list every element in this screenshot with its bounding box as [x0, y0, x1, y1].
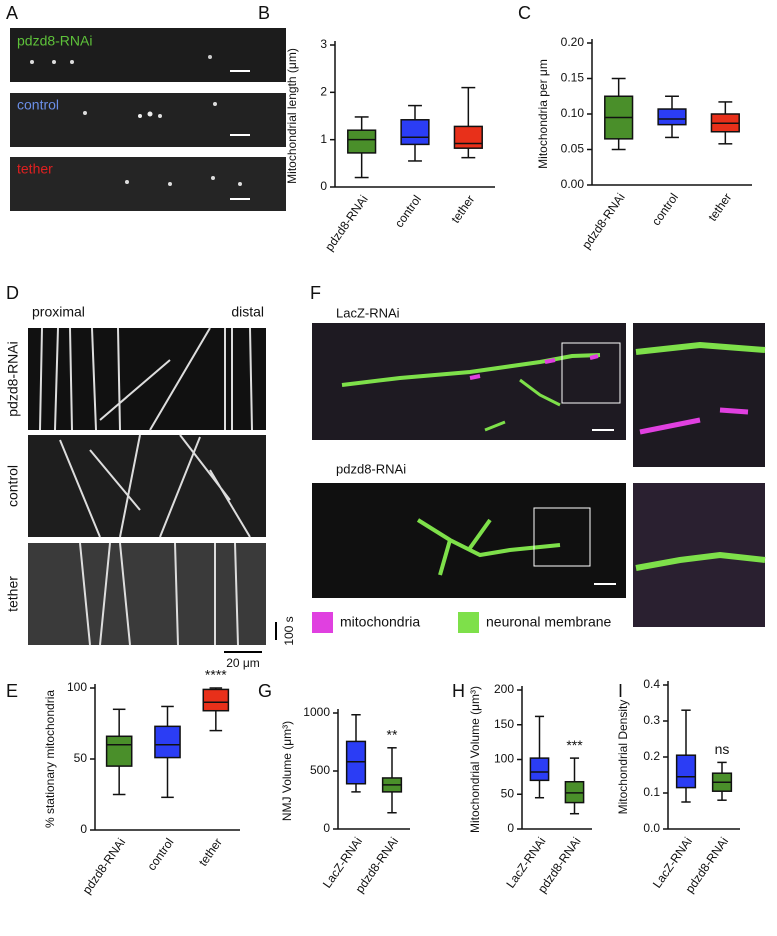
y-tick-label: 0.1: [643, 785, 660, 799]
significance: ****: [205, 667, 227, 683]
scale-label: 20 μm: [226, 656, 260, 670]
y-tick-label: 0: [323, 821, 330, 835]
significance: ns: [715, 741, 730, 757]
y-axis-label: NMJ Volume (μm³): [280, 721, 294, 821]
legend-label: mitochondria: [340, 614, 420, 630]
y-tick-label: 0.4: [643, 677, 660, 691]
y-tick-label: 150: [494, 717, 514, 731]
row-label: tether: [5, 576, 21, 612]
axis-note: proximal: [32, 304, 85, 320]
image-label: pdzd8-RNAi: [336, 461, 406, 476]
y-axis-label: % stationary mitochondria: [43, 690, 57, 828]
y-tick-label: 0: [507, 821, 514, 835]
image-label: pdzd8-RNAi: [17, 33, 92, 49]
x-tick-label: tether: [196, 836, 225, 869]
panel-letter: F: [310, 283, 321, 303]
image-label: control: [17, 97, 59, 113]
y-tick-label: 0.00: [561, 177, 585, 191]
x-tick-label: pdzd8-RNAi: [80, 836, 129, 897]
legend-label: neuronal membrane: [486, 614, 612, 630]
micrograph: [312, 483, 626, 598]
box: [154, 725, 181, 759]
row-label: pdzd8-RNAi: [5, 341, 21, 416]
y-tick-label: 50: [501, 786, 515, 800]
panel-letter: D: [6, 283, 19, 303]
y-axis-label: Mitochondrial Volume (μm³): [468, 686, 482, 833]
y-axis-label: Mitochondria per μm: [536, 59, 550, 169]
box: [529, 757, 550, 782]
y-tick-label: 0.15: [561, 71, 585, 85]
panel-letter: A: [6, 3, 18, 23]
box: [202, 688, 230, 712]
y-tick-label: 0.05: [561, 142, 585, 156]
x-tick-label: pdzd8-RNAi: [322, 193, 371, 254]
x-tick-label: tether: [448, 193, 477, 226]
legend-swatch: [458, 612, 479, 633]
panel-letter: C: [518, 3, 531, 23]
y-tick-label: 0: [80, 822, 87, 836]
y-tick-label: 3: [320, 37, 327, 51]
image-label: LacZ-RNAi: [336, 305, 400, 320]
y-tick-label: 0.10: [561, 106, 585, 120]
significance: ***: [566, 737, 583, 753]
x-tick-label: control: [649, 191, 681, 229]
micrograph: [10, 28, 286, 82]
axis-note: distal: [231, 304, 264, 320]
box: [400, 119, 430, 146]
y-tick-label: 1: [320, 132, 327, 146]
kymograph: [28, 435, 266, 537]
panel-f: LacZ-RNAi pdzd8-RNAi mitochondria neuron…: [312, 305, 766, 633]
y-tick-label: 0.0: [643, 821, 660, 835]
panel-letter: H: [452, 681, 465, 701]
x-tick-label: control: [144, 836, 176, 874]
x-tick-label: control: [392, 193, 424, 231]
box: [105, 735, 133, 767]
image-label: tether: [17, 161, 53, 177]
y-tick-label: 0: [320, 179, 327, 193]
y-tick-label: 200: [494, 682, 514, 696]
y-axis-label: Mitochondrial Density: [616, 700, 630, 815]
panel-letter: B: [258, 3, 270, 23]
box: [453, 125, 483, 149]
panel-letter: I: [618, 681, 623, 701]
y-tick-label: 0.3: [643, 713, 660, 727]
micrograph: [10, 93, 286, 147]
y-tick-label: 50: [74, 751, 88, 765]
scale-label: 100 s: [282, 616, 296, 645]
panel-d: proximal distal pdzd8-RNAi control tethe…: [5, 304, 296, 670]
box: [347, 129, 377, 154]
kymograph: [28, 543, 266, 645]
y-axis-label: Mitochondrial length (μm): [285, 48, 299, 184]
y-tick-label: 2: [320, 85, 327, 99]
legend-swatch: [312, 612, 333, 633]
y-tick-label: 1000: [303, 705, 330, 719]
box: [345, 740, 367, 785]
y-tick-label: 100: [494, 752, 514, 766]
box: [675, 754, 697, 789]
y-tick-label: 0.20: [561, 35, 585, 49]
y-tick-label: 100: [67, 680, 87, 694]
significance: **: [387, 727, 398, 743]
y-tick-label: 500: [310, 763, 330, 777]
y-tick-label: 0.2: [643, 749, 660, 763]
box: [657, 108, 687, 126]
x-tick-label: tether: [705, 191, 734, 224]
panel-a: pdzd8-RNAi control tether: [10, 28, 286, 211]
row-label: control: [5, 465, 21, 507]
panel-letter: G: [258, 681, 272, 701]
x-tick-label: pdzd8-RNAi: [579, 191, 628, 252]
panel-letter: E: [6, 681, 18, 701]
